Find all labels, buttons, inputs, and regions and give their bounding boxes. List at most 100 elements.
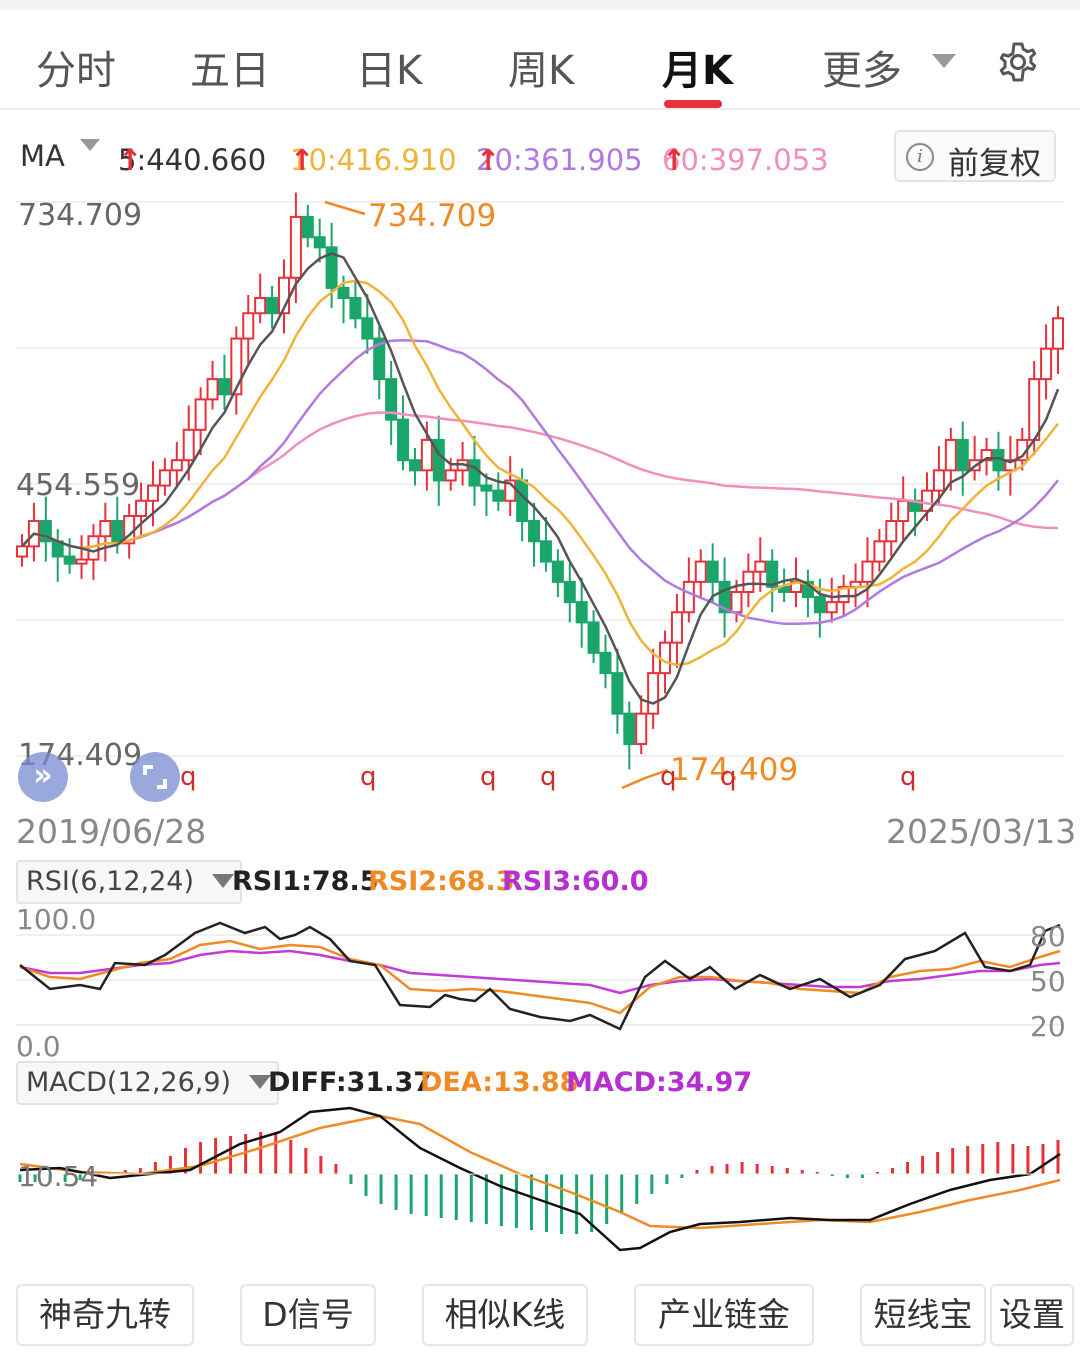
signal-marker[interactable]: q xyxy=(900,762,917,792)
candle-body xyxy=(1040,347,1053,381)
industry-chain-button[interactable]: 产业链金 xyxy=(634,1284,814,1346)
ma5-text: 5:440.660 xyxy=(118,143,267,177)
high-price-label: 734.709 xyxy=(368,198,497,234)
tab-weekly-k[interactable]: 周K xyxy=(508,48,575,94)
expand-glyph xyxy=(143,765,167,789)
expand-icon[interactable] xyxy=(130,752,180,802)
candle-body xyxy=(813,596,826,614)
candle-body xyxy=(885,520,898,543)
candle-body xyxy=(742,570,755,593)
candle-body xyxy=(647,672,660,715)
tab-more[interactable]: 更多 xyxy=(822,38,956,96)
candle-body xyxy=(528,520,541,543)
low-price-label: 174.409 xyxy=(670,752,799,788)
candle-body xyxy=(325,246,338,289)
candle-body xyxy=(659,641,672,675)
candle-body xyxy=(194,398,207,431)
candle-body xyxy=(694,560,707,583)
adjust-mode-button[interactable]: i 前复权 xyxy=(894,130,1056,182)
rsi-chart[interactable] xyxy=(0,905,1080,1055)
status-strip xyxy=(0,0,1080,10)
double-chevron-right-icon[interactable]: » xyxy=(18,752,68,802)
rsi-level-50: 50 xyxy=(1030,965,1066,998)
signal-marker[interactable]: q xyxy=(360,762,377,792)
end-date: 2025/03/13 xyxy=(886,812,1077,851)
candle-body xyxy=(921,489,934,512)
rsi-selector[interactable]: RSI(6,12,24) xyxy=(16,860,242,904)
candle-body xyxy=(897,499,910,523)
signal-marker[interactable]: q xyxy=(540,762,557,792)
candle-body xyxy=(492,489,505,502)
candle-body xyxy=(254,297,267,315)
candle-body xyxy=(468,459,481,487)
tab-intraday[interactable]: 分时 xyxy=(36,48,116,94)
rsi-level-80: 80 xyxy=(1030,920,1066,953)
macd-selector-label: MACD(12,26,9) xyxy=(26,1067,232,1098)
ma5-line xyxy=(21,252,1060,705)
active-tab-indicator xyxy=(664,100,722,108)
magic-nine-button[interactable]: 神奇九转 xyxy=(16,1284,194,1346)
similar-kline-button[interactable]: 相似K线 xyxy=(422,1284,588,1346)
macd-header: MACD(12,26,9) DIFF:31.37 DEA:13.88 MACD:… xyxy=(0,1061,1080,1105)
low-pointer-line xyxy=(621,768,669,790)
candle-body xyxy=(1052,317,1064,350)
candle-body xyxy=(135,499,148,517)
ma-selector[interactable]: MA xyxy=(20,139,65,173)
rsi1-value: RSI1:78.5 xyxy=(232,866,379,897)
rsi3-value: RSI3:60.0 xyxy=(502,866,649,897)
macd-chart[interactable] xyxy=(0,1100,1080,1260)
candle-body xyxy=(99,520,112,538)
gear-icon[interactable] xyxy=(994,38,1042,86)
candle-body xyxy=(706,560,719,583)
candle-body xyxy=(397,418,410,462)
period-tabs: 分时 五日 日K 周K 月K 更多 xyxy=(0,10,1080,110)
candle-body xyxy=(587,621,600,654)
ma60-text: 60:397.053 xyxy=(662,143,829,177)
candle-body xyxy=(944,438,957,472)
tab-five-day[interactable]: 五日 xyxy=(190,48,270,94)
settings-button[interactable]: 设置 xyxy=(990,1284,1074,1346)
tab-monthly-k[interactable]: 月K xyxy=(662,48,733,94)
signal-marker[interactable]: q xyxy=(720,762,737,792)
candle-body xyxy=(766,560,779,588)
candle-body xyxy=(718,580,731,614)
candle-body xyxy=(206,378,219,401)
candle-body xyxy=(111,520,124,545)
candle-body xyxy=(146,484,159,502)
candle-body xyxy=(778,585,791,593)
candle-body xyxy=(337,286,350,300)
caret-down-icon xyxy=(212,874,234,888)
candle-body xyxy=(575,601,588,624)
short-line-button[interactable]: 短线宝 xyxy=(860,1284,986,1346)
macd-selector[interactable]: MACD(12,26,9) xyxy=(16,1061,280,1105)
candle-body xyxy=(16,545,28,558)
rsi-header: RSI(6,12,24) RSI1:78.5 RSI2:68.3 RSI3:60… xyxy=(0,860,1080,904)
candle-body xyxy=(242,312,255,340)
ma20-line xyxy=(21,339,1059,625)
signal-marker[interactable]: q xyxy=(480,762,497,792)
ma-dropdown-icon[interactable] xyxy=(80,139,100,151)
candle-body xyxy=(373,337,386,381)
rsi-axis-bottom: 0.0 xyxy=(16,1030,61,1063)
signal-marker[interactable]: q xyxy=(180,762,197,792)
d-signal-button[interactable]: D信号 xyxy=(240,1284,376,1346)
tab-daily-k[interactable]: 日K xyxy=(356,48,423,94)
ma5-up-icon: ↑ xyxy=(118,143,143,177)
ma-legend: MA 5:440.660 ↑ 10:416.910 ↑ 20:361.905 ↑ 60… xyxy=(0,135,1080,183)
diff-value: DIFF:31.37 xyxy=(268,1067,433,1098)
candle-body xyxy=(730,590,743,614)
rsi3-line xyxy=(19,949,1061,995)
candle-body xyxy=(385,378,398,421)
candle-body xyxy=(158,469,171,487)
kline-chart[interactable] xyxy=(0,190,1080,810)
ma10-line xyxy=(21,279,1059,667)
candle-body xyxy=(611,672,624,715)
signal-marker[interactable]: q xyxy=(660,762,677,792)
candle-body xyxy=(825,601,838,614)
candle-body xyxy=(873,540,886,563)
candle-body xyxy=(289,215,302,279)
candle-body xyxy=(63,555,76,565)
candle-body xyxy=(444,469,457,482)
bottom-toolbar: 神奇九转 D信号 相似K线 产业链金 短线宝 设置 xyxy=(0,1272,1080,1361)
candle-body xyxy=(861,560,874,583)
